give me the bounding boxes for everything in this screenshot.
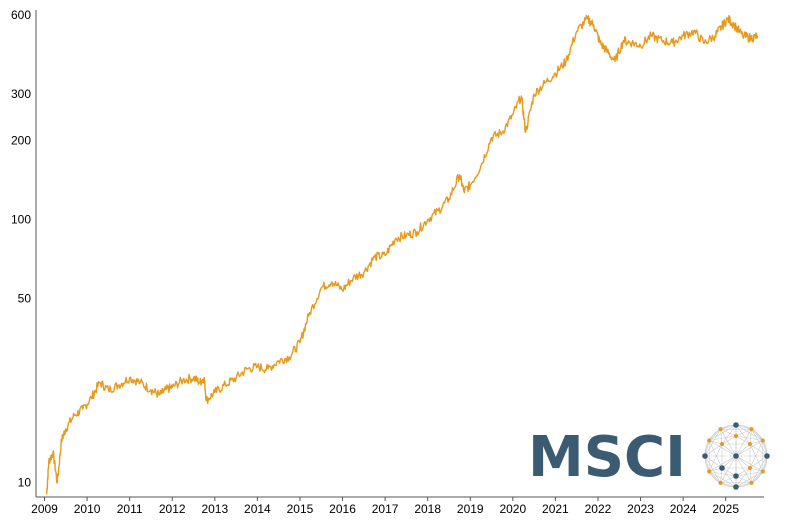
- x-tick-label: 2016: [329, 502, 356, 516]
- globe-mesh-line: [749, 440, 763, 445]
- x-tick-label: 2019: [457, 502, 484, 516]
- globe-node: [702, 453, 708, 459]
- x-tick-label: 2025: [712, 502, 739, 516]
- globe-mesh-line: [735, 455, 752, 483]
- globe-mesh-line: [708, 471, 721, 484]
- globe-node: [764, 453, 770, 459]
- y-tick-label: 600: [11, 8, 31, 22]
- globe-mesh-line: [735, 440, 763, 457]
- globe-mesh-line: [735, 475, 752, 484]
- globe-mesh-line: [721, 455, 737, 469]
- globe-mesh-line: [735, 455, 763, 472]
- globe-mesh-line: [735, 435, 751, 445]
- globe-mesh-line: [709, 440, 737, 457]
- globe-mesh-line: [751, 428, 764, 441]
- globe-mesh-line: [704, 455, 723, 469]
- globe-node: [733, 453, 739, 459]
- globe-node: [748, 442, 752, 446]
- x-tick-label: 2024: [670, 502, 697, 516]
- x-tick-label: 2023: [627, 502, 654, 516]
- globe-mesh-line: [735, 435, 763, 441]
- globe-mesh-line: [721, 443, 737, 457]
- globe-mesh-line: [709, 471, 737, 477]
- x-tick-label: 2011: [117, 502, 143, 516]
- globe-node: [748, 466, 752, 470]
- globe-node: [733, 422, 739, 428]
- globe-mesh-line: [720, 475, 737, 484]
- globe-node: [760, 469, 765, 474]
- globe-node: [733, 473, 739, 479]
- globe-mesh-line: [735, 429, 752, 457]
- globe-mesh-line: [749, 467, 752, 483]
- y-tick-label: 300: [11, 87, 31, 101]
- x-tick-label: 2021: [542, 502, 569, 516]
- y-tick-label: 50: [18, 292, 32, 306]
- x-tick-label: 2013: [201, 502, 228, 516]
- x-tick-label: 2018: [414, 502, 441, 516]
- msci-logo: MSCI: [528, 422, 770, 490]
- series-layer: [45, 14, 759, 495]
- globe-node: [707, 469, 712, 474]
- x-tick-label: 2022: [585, 502, 612, 516]
- globe-mesh-line: [749, 440, 764, 469]
- globe-mesh-line: [709, 435, 737, 441]
- x-tick-label: 2010: [74, 502, 101, 516]
- globe-mesh-line: [735, 471, 763, 477]
- x-axis: 2009 2010 2011 2012 2013 2014 2015 2016 2017 2018…: [31, 496, 764, 516]
- globe-network-icon: [702, 422, 770, 490]
- globe-mesh-line: [735, 424, 751, 445]
- x-tick-label: 2012: [159, 502, 186, 516]
- globe-mesh-line: [708, 428, 721, 441]
- globe-node: [720, 442, 724, 446]
- globe-node: [707, 438, 712, 443]
- globe-mesh-line: [721, 424, 737, 445]
- globe-node: [733, 484, 739, 490]
- globe-mesh-line: [721, 435, 737, 445]
- globe-mesh-line: [708, 440, 723, 469]
- globe-mesh-line: [709, 455, 737, 472]
- y-tick-label: 10: [18, 475, 32, 489]
- globe-mesh-line: [720, 428, 737, 437]
- globe-mesh-line: [749, 443, 764, 472]
- globe-mesh-line: [708, 443, 723, 472]
- globe-node: [749, 427, 754, 432]
- y-tick-label: 200: [11, 133, 31, 147]
- logo-text: MSCI: [528, 425, 686, 490]
- y-tick-label: 100: [11, 213, 31, 227]
- globe-mesh-line: [749, 467, 763, 472]
- globe-node: [718, 427, 723, 432]
- globe-mesh-line: [720, 429, 737, 457]
- globe-node: [760, 438, 765, 443]
- x-tick-label: 2014: [244, 502, 271, 516]
- globe-mesh-line: [735, 428, 752, 437]
- globe-mesh-line: [735, 443, 751, 457]
- globe-mesh-line: [721, 467, 737, 488]
- globe-mesh-line: [709, 440, 723, 445]
- globe-mesh-line: [735, 455, 751, 469]
- globe-node: [718, 480, 723, 485]
- x-tick-label: 2020: [499, 502, 526, 516]
- globe-mesh-line: [720, 429, 723, 445]
- globe-mesh-line: [751, 471, 764, 484]
- globe-mesh-line: [720, 455, 737, 483]
- series-line: [45, 14, 759, 495]
- x-tick-label: 2017: [372, 502, 399, 516]
- globe-node: [719, 465, 725, 471]
- x-tick-label: 2015: [287, 502, 314, 516]
- x-tick-label: 2009: [31, 502, 58, 516]
- y-axis: 10 50 100 200 300 600: [11, 8, 37, 497]
- globe-mesh-line: [749, 429, 752, 445]
- globe-node: [749, 480, 754, 485]
- globe-mesh-line: [735, 467, 751, 488]
- globe-node: [734, 434, 738, 438]
